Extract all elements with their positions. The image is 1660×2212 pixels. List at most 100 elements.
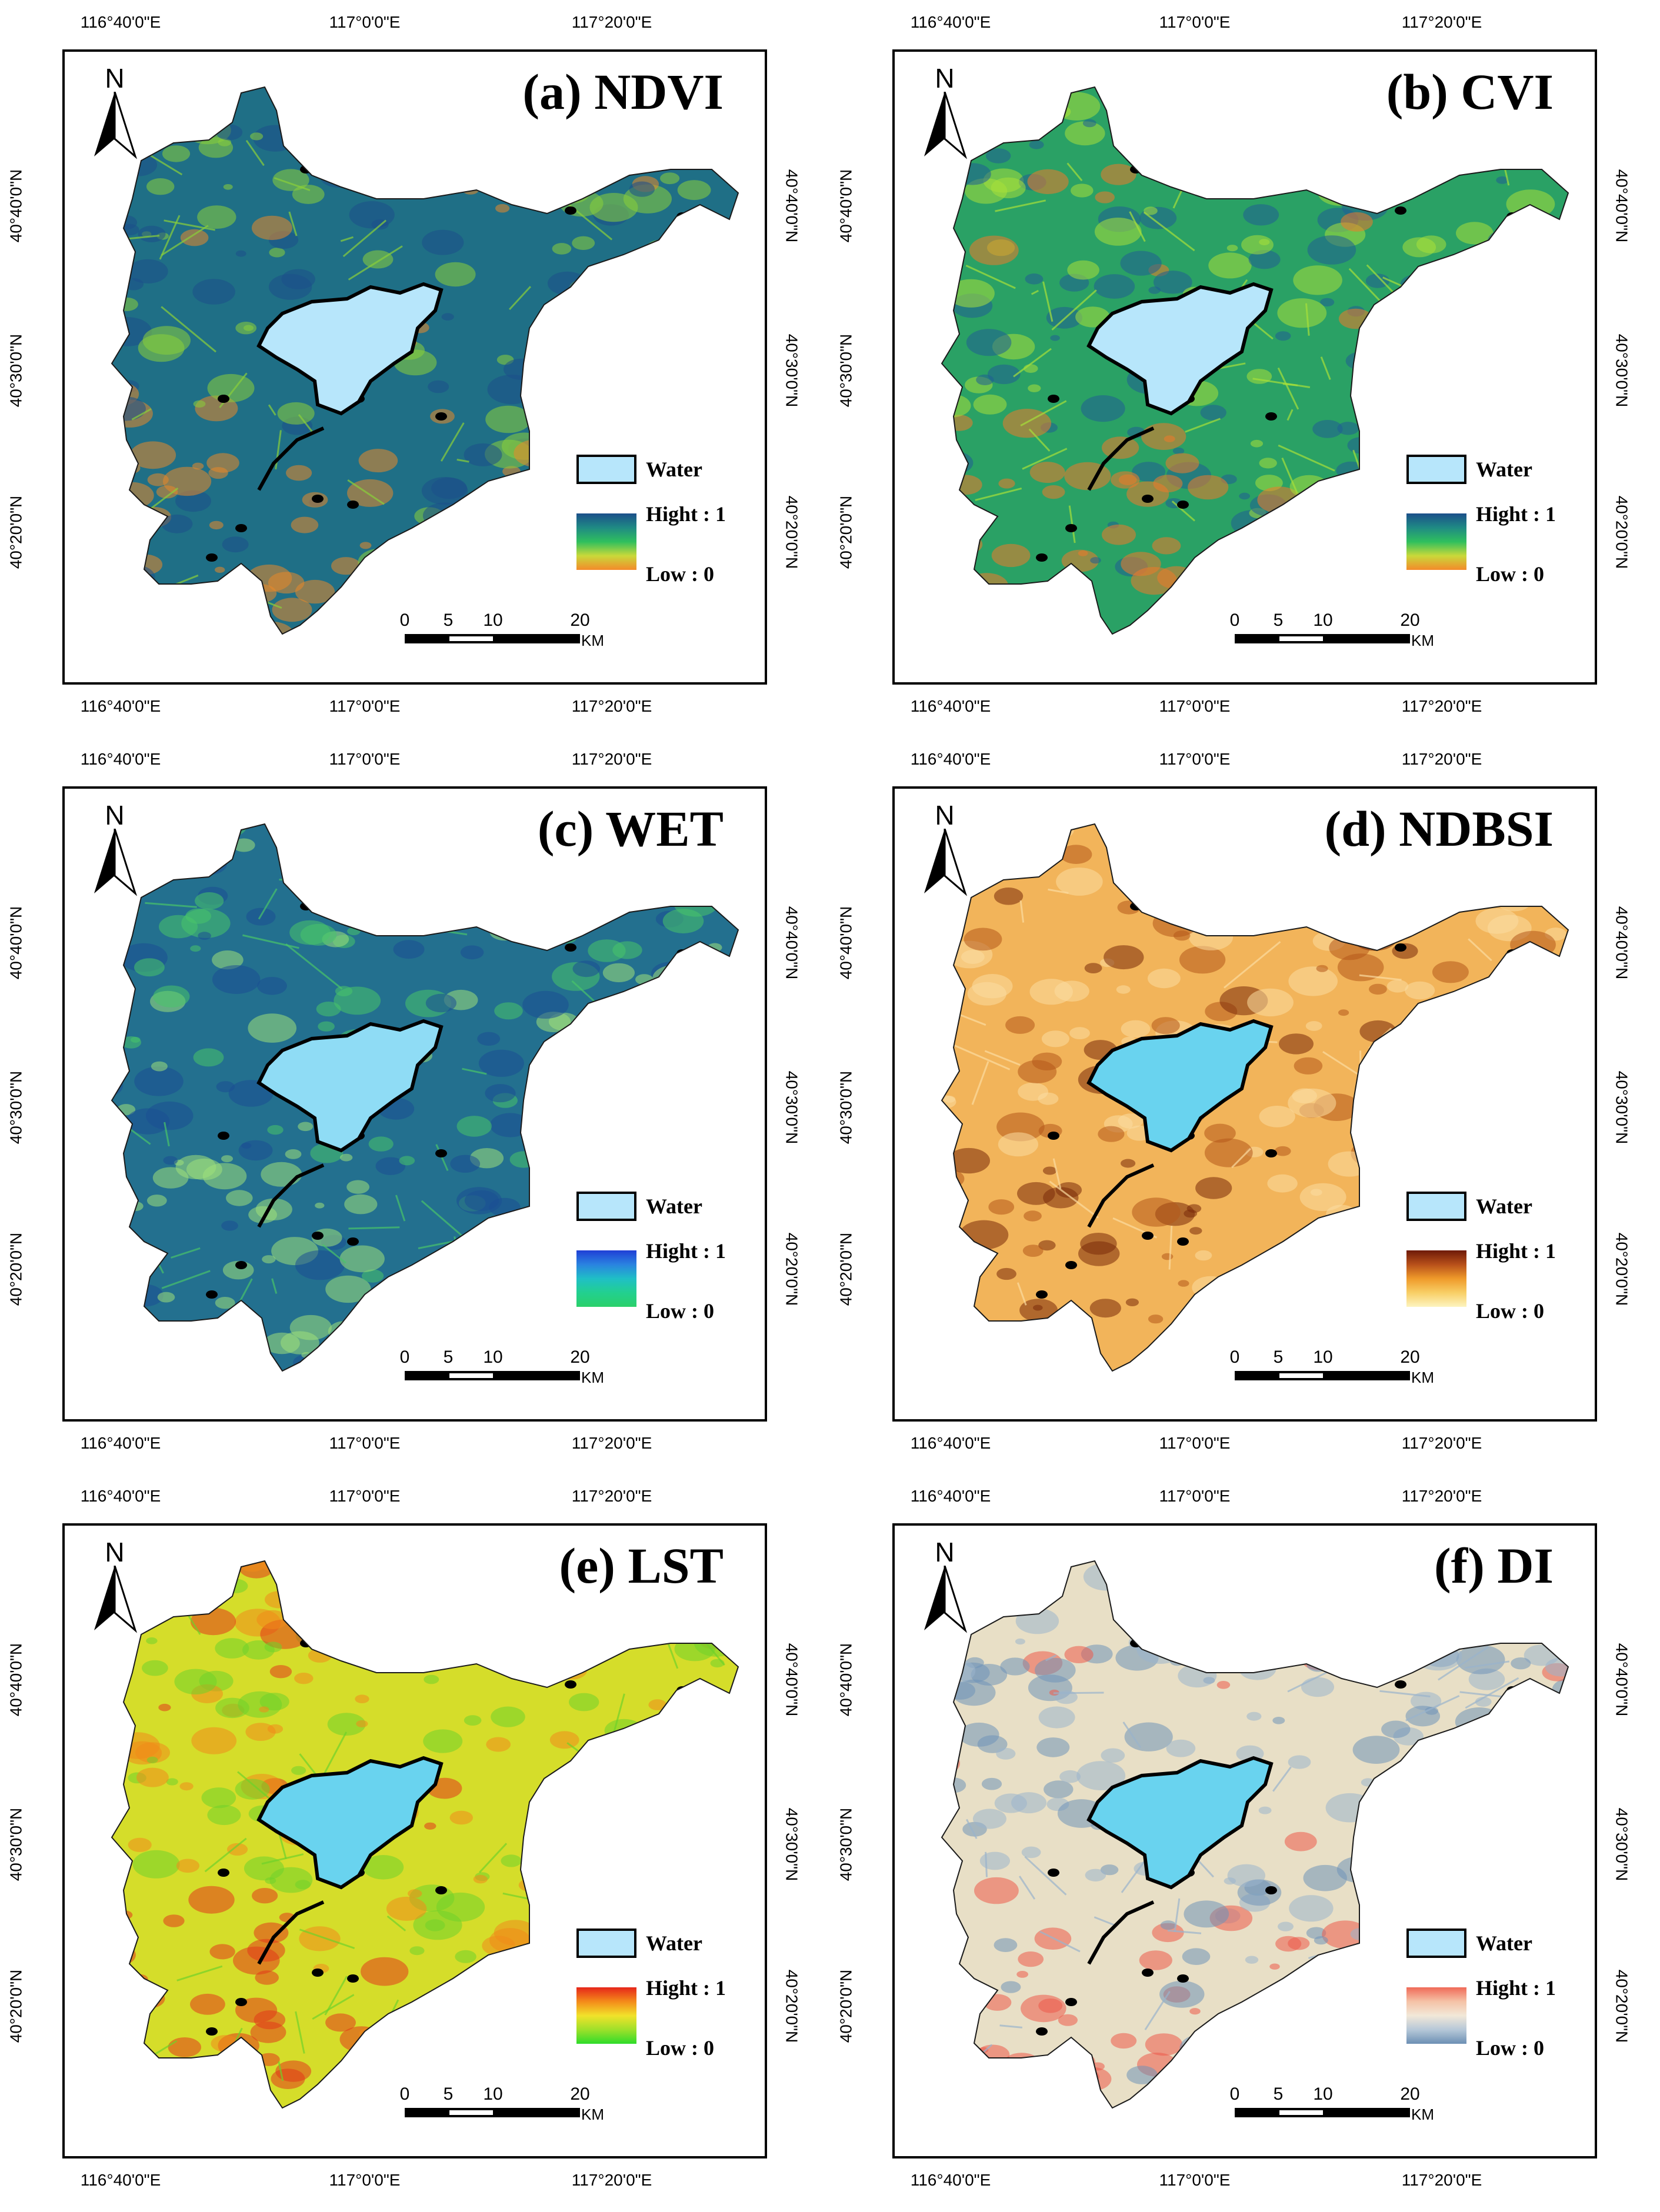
drainage-line (245, 139, 265, 166)
texture-patch (1189, 2008, 1201, 2015)
drainage-line (540, 1666, 548, 1687)
drainage-line (1066, 162, 1083, 182)
texture-patch (1305, 552, 1333, 569)
texture-patch (1094, 218, 1142, 246)
texture-patch (1110, 636, 1152, 662)
texture-patch (1216, 1681, 1231, 1689)
texture-patch (621, 419, 657, 441)
texture-patch (112, 575, 128, 586)
texture-patch (299, 1926, 341, 1951)
texture-patch (1062, 1370, 1076, 1371)
texture-patch (1295, 2023, 1327, 2043)
texture-patch (334, 87, 384, 114)
drainage-line (1252, 378, 1311, 388)
texture-patch (1261, 580, 1285, 595)
texture-patch (531, 185, 571, 209)
drainage-line (1013, 348, 1052, 378)
texture-patch (1231, 824, 1275, 835)
texture-patch (1318, 131, 1344, 146)
north-arrow-icon (924, 92, 968, 159)
north-arrow: N (918, 799, 971, 899)
lat-tick-right: 40°40'0"N (782, 906, 801, 980)
texture-patch (1183, 1301, 1229, 1329)
drainage-line (1016, 1282, 1027, 1306)
texture-patch (288, 1584, 298, 1590)
region-outline (111, 1560, 739, 2109)
texture-patch (1237, 859, 1254, 869)
texture-patch (1179, 946, 1226, 974)
high-label: Hight : 1 (646, 1239, 726, 1263)
texture-patch (364, 2073, 383, 2084)
lat-tick-right: 40°30'0"N (782, 333, 801, 408)
drainage-line (365, 876, 400, 905)
texture-patch (212, 950, 244, 970)
texture-patch (1323, 2036, 1334, 2043)
texture-patch (254, 1922, 289, 1943)
scale-bar: 0 5 10 20 KM (1230, 2084, 1435, 2137)
texture-patch (942, 1363, 954, 1371)
texture-patch (1001, 1981, 1021, 1993)
texture-patch (1529, 1057, 1560, 1075)
texture-patch (1267, 1174, 1298, 1193)
small-water-body (235, 1998, 247, 2006)
texture-patch (1496, 176, 1509, 184)
texture-patch (629, 1780, 661, 1799)
low-label: Low : 0 (1476, 2036, 1544, 2060)
river-line (257, 1163, 325, 1228)
texture-patch (704, 244, 735, 263)
texture-patch (1017, 1182, 1055, 1205)
texture-patch (180, 1328, 221, 1353)
texture-patch (603, 1809, 639, 1831)
texture-patch (1200, 405, 1226, 421)
texture-patch (142, 1660, 168, 1676)
texture-patch (1126, 2066, 1158, 2084)
texture-patch (495, 203, 510, 213)
texture-patch (485, 1084, 516, 1103)
texture-patch (1405, 981, 1435, 1000)
lon-tick-bottom: 117°0'0"E (1159, 2171, 1231, 2189)
lon-tick-top: 116°40'0"E (80, 13, 161, 31)
low-label: Low : 0 (646, 2036, 714, 2060)
drainage-line (435, 1144, 449, 1171)
texture-patch (438, 825, 476, 848)
texture-patch (676, 1046, 699, 1060)
drainage-line (347, 479, 385, 505)
texture-patch (176, 824, 211, 835)
texture-patch (423, 1729, 463, 1753)
texture-patch (1489, 1848, 1504, 1858)
texture-patch (1217, 1644, 1259, 1670)
texture-patch (341, 1330, 384, 1356)
texture-patch (1196, 87, 1245, 99)
texture-patch (1433, 1818, 1455, 1831)
texture-patch (976, 1374, 1000, 1389)
texture-patch (965, 573, 1009, 599)
texture-patch (1259, 458, 1277, 469)
texture-patch (1315, 493, 1332, 504)
texture-patch (263, 77, 278, 86)
region-outline (941, 86, 1569, 635)
texture-patch (966, 329, 1012, 356)
texture-patch (1067, 260, 1099, 280)
texture-patch (942, 529, 959, 551)
lon-tick-bottom: 117°20'0"E (571, 1434, 652, 1452)
scale-number: 0 (399, 1347, 410, 1367)
texture-patch (414, 2026, 428, 2034)
texture-patch (1163, 855, 1174, 863)
texture-patch (1496, 889, 1532, 912)
lon-tick-bottom: 117°0'0"E (1159, 1434, 1231, 1452)
texture-patch (424, 1822, 436, 1830)
texture-patch (730, 266, 738, 275)
scale-bar: 0 5 10 20 KM (400, 2084, 605, 2137)
texture-patch (1299, 1183, 1346, 1212)
texture-patch (112, 1073, 124, 1098)
texture-patch (112, 1296, 145, 1320)
texture-patch (208, 824, 247, 838)
texture-patch (552, 1803, 599, 1831)
drainage-line (159, 215, 181, 260)
texture-patch (1016, 1971, 1028, 1978)
texture-patch (460, 945, 484, 960)
region-outline (111, 823, 739, 1372)
texture-patch (975, 610, 1016, 634)
texture-patch (1554, 1610, 1568, 1630)
texture-patch (112, 626, 135, 634)
